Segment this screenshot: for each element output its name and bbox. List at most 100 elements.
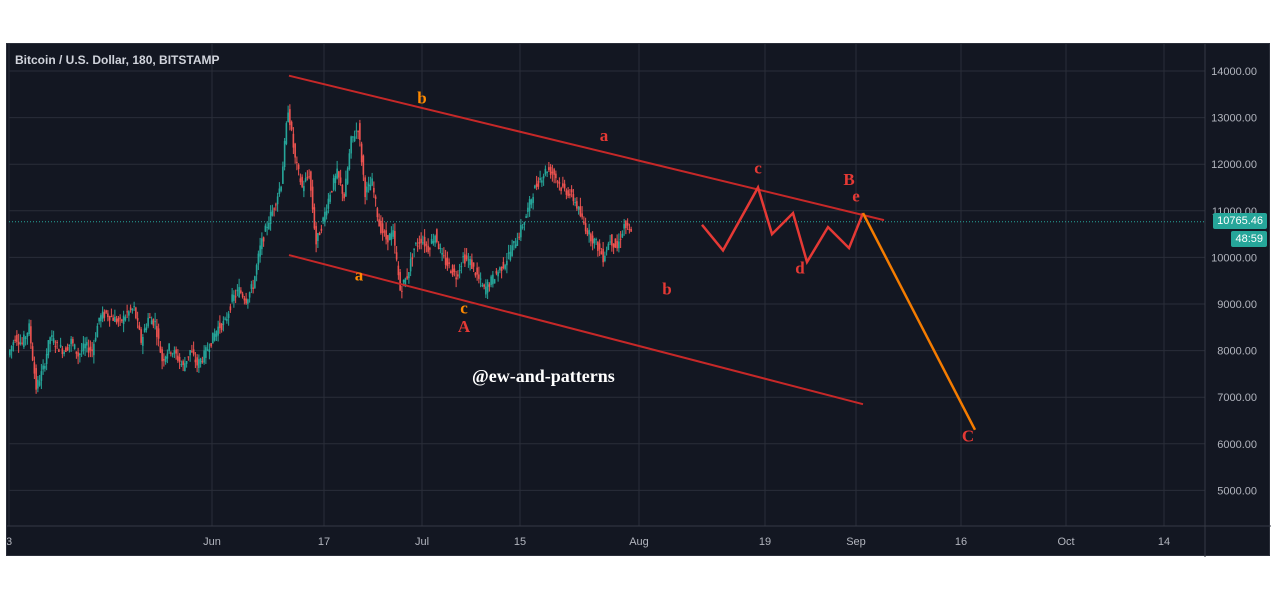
candle-body xyxy=(24,337,27,340)
candle-body xyxy=(469,258,471,266)
candle-body xyxy=(70,338,72,345)
candle-body xyxy=(474,272,477,276)
candle-body xyxy=(399,272,401,291)
candle-body xyxy=(140,329,142,343)
candle-body xyxy=(618,241,620,249)
candle-body xyxy=(611,234,613,246)
candle-body xyxy=(80,350,83,352)
candle-body xyxy=(180,364,183,366)
candle-body xyxy=(497,272,499,277)
price-chart[interactable]: 5000.00 6000.00 7000.00 8000.00 9000.00 10000… xyxy=(7,44,1271,557)
candle-body xyxy=(444,258,447,265)
candle-body xyxy=(406,276,408,279)
candle-body xyxy=(404,278,407,287)
wave-label: e xyxy=(852,186,860,205)
candle-body xyxy=(283,140,286,167)
lower-channel-line xyxy=(288,254,864,406)
candle-body xyxy=(457,274,459,277)
candle-body xyxy=(308,176,310,178)
candle-body xyxy=(301,176,303,187)
candle-body xyxy=(355,130,358,132)
candle-body xyxy=(625,220,627,229)
candle-body xyxy=(184,363,186,371)
candle-body xyxy=(315,226,317,245)
candle-body xyxy=(219,322,221,329)
candle-body xyxy=(208,349,211,353)
candle-body xyxy=(369,185,372,191)
candle-body xyxy=(103,312,106,318)
candle-body xyxy=(338,171,340,178)
candle-body xyxy=(296,161,298,163)
candle-body xyxy=(619,238,622,240)
candle-body xyxy=(156,326,158,338)
candle-body xyxy=(318,232,321,236)
candle-body xyxy=(247,299,249,304)
candle-body xyxy=(191,351,193,353)
candle-body xyxy=(227,313,230,318)
candle-body xyxy=(124,317,127,321)
candle-body xyxy=(563,183,566,189)
candle-body xyxy=(82,343,85,352)
candle-body xyxy=(280,186,282,191)
candle-body xyxy=(292,133,295,148)
candle-body xyxy=(334,175,337,184)
candle-body xyxy=(143,328,146,333)
candle-body xyxy=(525,216,527,218)
candle-body xyxy=(343,193,345,199)
candle-body xyxy=(555,173,557,179)
candle-body xyxy=(413,248,415,251)
candle-body xyxy=(373,187,375,193)
candle-body xyxy=(432,240,435,244)
candle-body xyxy=(303,186,305,192)
candle-body xyxy=(38,381,41,386)
candle-body xyxy=(63,352,65,354)
candle-body xyxy=(171,353,174,355)
wave-label: b xyxy=(662,280,671,299)
candle-body xyxy=(593,238,596,244)
candle-body xyxy=(168,343,170,351)
candle-body xyxy=(271,210,274,216)
candle-body xyxy=(350,136,352,154)
candle-body xyxy=(488,284,491,287)
candle-body xyxy=(254,276,256,288)
candle-body xyxy=(518,236,520,238)
y-tick-label: 12000.00 xyxy=(1211,159,1257,171)
x-tick-label: Oct xyxy=(1057,536,1074,548)
candle-body xyxy=(161,349,163,362)
candle-body xyxy=(110,316,113,318)
candle-body xyxy=(567,190,569,196)
candle-body xyxy=(430,238,433,244)
candle-body xyxy=(220,324,223,330)
candle-body xyxy=(112,317,114,321)
candle-body xyxy=(443,255,445,257)
candle-body xyxy=(626,222,629,226)
candle-body xyxy=(128,311,130,316)
candle-body xyxy=(217,326,219,336)
candle-body xyxy=(565,190,568,195)
candle-body xyxy=(329,194,331,202)
candle-body xyxy=(514,244,517,248)
candle-body xyxy=(336,168,338,179)
y-tick-label: 9000.00 xyxy=(1217,299,1257,311)
candle-body xyxy=(602,248,604,263)
candle-body xyxy=(282,166,284,184)
chart-title: Bitcoin / U.S. Dollar, 180, BITSTAMP xyxy=(15,53,220,67)
candle-body xyxy=(273,208,275,210)
candle-body xyxy=(597,241,599,251)
watermark: @ew-and-patterns xyxy=(472,366,615,386)
candle-body xyxy=(52,338,55,343)
candle-body xyxy=(245,298,247,304)
candle-body xyxy=(371,178,373,186)
candle-body xyxy=(402,279,405,283)
candle-body xyxy=(226,318,228,321)
candle-body xyxy=(586,230,589,235)
candle-body xyxy=(66,346,69,351)
x-tick-label: Sep xyxy=(846,536,866,548)
candle-body xyxy=(576,201,578,209)
candle-body xyxy=(199,358,202,364)
candle-body xyxy=(572,194,575,202)
candle-body xyxy=(304,178,307,182)
candle-body xyxy=(493,279,496,284)
candle-body xyxy=(248,292,251,298)
candle-body xyxy=(234,296,237,298)
